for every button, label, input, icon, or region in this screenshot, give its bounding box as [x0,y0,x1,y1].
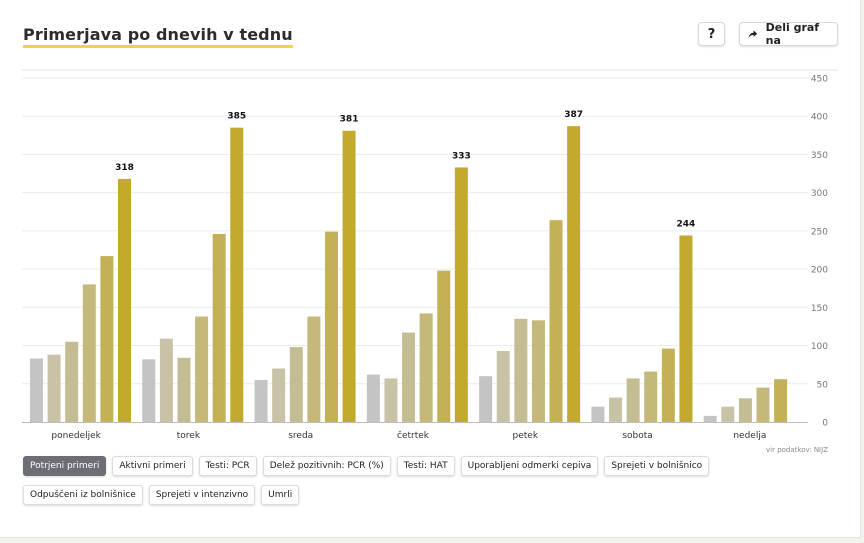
bar [738,398,752,422]
bar [212,233,226,422]
bar [419,313,433,422]
y-tick-label: 0 [822,419,828,429]
bar [177,357,191,422]
y-tick-label: 250 [811,227,828,237]
bar [195,316,209,422]
bar [479,376,493,422]
data-label: 385 [227,112,246,122]
x-category-label: torek [177,431,201,441]
filter-pill[interactable]: Testi: PCR [198,456,257,476]
filter-pill[interactable]: Potrjeni primeri [23,456,107,476]
bar [644,371,658,422]
bar [496,350,510,422]
y-tick-label: 400 [811,113,828,123]
bar [703,415,717,422]
bar [65,341,79,422]
y-tick-label: 100 [811,342,828,352]
bar [549,220,563,422]
share-button-label: Deli graf na [765,21,820,47]
bar [289,347,303,422]
filter-pill[interactable]: Delež pozitivnih: PCR (%) [262,456,391,476]
bar [591,406,605,422]
bar [307,316,321,422]
bar [626,378,640,422]
bar [567,126,581,422]
bar [514,318,528,422]
x-category-label: petek [513,431,539,441]
filter-pill[interactable]: Testi: HAT [396,456,455,476]
bar [679,235,693,422]
bar [230,127,244,422]
y-tick-label: 50 [817,380,829,390]
share-arrow-icon [748,29,758,38]
bar [342,130,356,422]
x-category-label: četrtek [397,430,430,441]
bar [272,368,286,422]
filter-pill[interactable]: Aktivni primeri [112,456,193,476]
x-category-label: sreda [288,431,313,441]
share-button[interactable]: Deli graf na [739,21,838,47]
bar [609,397,623,422]
bar [254,379,268,422]
y-tick-label: 450 [811,75,828,85]
bar [774,379,788,422]
metric-filter-bar: Potrjeni primeri Aktivni primeri Testi: PC… [23,456,803,505]
data-label: 318 [115,163,134,173]
bar-chart: 0 50 100 150 200 250 300 350 400 450 318 ponedeljek… [22,69,838,441]
data-label: 381 [340,115,359,125]
filter-pill[interactable]: Uporabljeni odmerki cepiva [460,456,599,476]
bar [142,359,156,422]
filter-pill[interactable]: Sprejeti v bolnišnico [604,456,710,476]
chart-title: Primerjava po dnevih v tednu [23,26,293,48]
help-button[interactable]: ? [698,22,725,46]
bar [384,378,398,422]
bar [118,178,131,422]
bar [366,374,380,422]
filter-pill[interactable]: Sprejeti v intenzivno [148,485,256,505]
filter-pill[interactable]: Umrli [261,485,300,505]
bar [454,167,468,422]
data-source-note: vir podatkov: NIJZ [766,446,828,454]
bar [661,348,675,422]
bar [159,338,173,422]
x-category-label: nedelja [733,431,766,441]
bar [30,358,43,422]
bar [324,231,338,422]
data-label: 333 [452,151,471,161]
y-tick-label: 200 [811,266,828,276]
bar [82,284,96,422]
data-label: 244 [677,219,696,229]
bar [721,406,735,422]
x-category-label: ponedeljek [51,431,101,441]
bar [402,332,416,422]
bar [100,256,114,422]
bar [437,270,451,422]
bar [47,354,61,422]
y-tick-label: 300 [811,189,828,199]
y-tick-label: 350 [811,151,828,161]
y-tick-label: 150 [811,304,828,314]
x-category-label: sobota [622,431,652,441]
bar [756,387,770,422]
bar [531,320,545,422]
data-label: 387 [564,110,583,120]
filter-pill[interactable]: Odpuščeni iz bolnišnice [23,485,143,505]
